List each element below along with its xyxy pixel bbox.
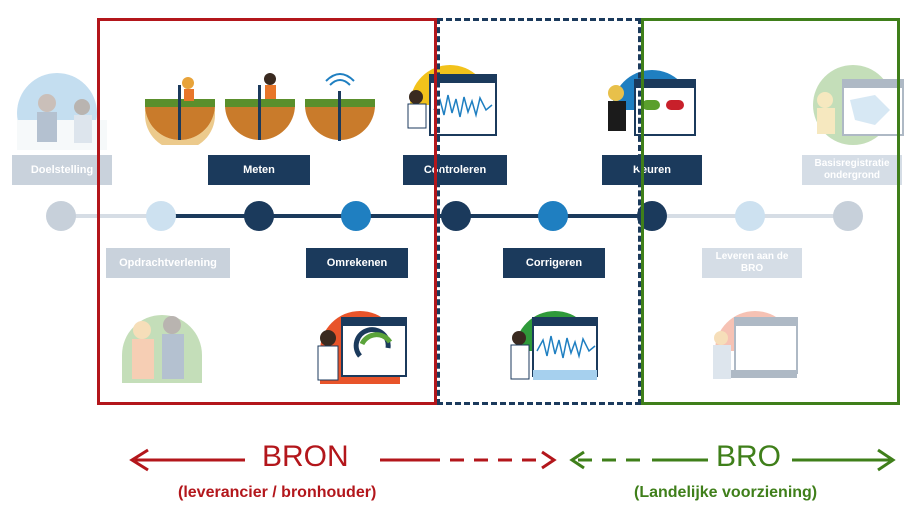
node-omrekenen[interactable]	[341, 201, 371, 231]
doelstelling-illustration	[17, 73, 107, 150]
label-doelstelling: Doelstelling	[12, 155, 112, 185]
node-controleren[interactable]	[441, 201, 471, 231]
node-opdrachtverlening[interactable]	[146, 201, 176, 231]
omrekenen-illustration	[317, 311, 407, 384]
label-keuren: Keuren	[602, 155, 702, 185]
bron-title: BRON	[262, 440, 349, 473]
label-controleren: Controleren	[403, 155, 507, 185]
opdrachtverlening-illustration	[122, 315, 202, 383]
arrow-left-head-green	[569, 450, 585, 470]
label-corrigeren: Corrigeren	[503, 248, 605, 278]
node-basisregistratie[interactable]	[833, 201, 863, 231]
legend-arrows	[129, 448, 896, 472]
timeline-active-segment	[160, 214, 650, 218]
arrow-left-head	[129, 448, 149, 472]
bro-region-box	[641, 18, 900, 405]
leveren-illustration	[713, 311, 798, 379]
label-meten: Meten	[208, 155, 310, 185]
meten-illustration-2	[225, 73, 295, 140]
controleren-illustration	[407, 65, 497, 136]
label-basisregistratie: Basisregistratie ondergrond	[802, 155, 902, 185]
node-leveren[interactable]	[735, 201, 765, 231]
arrow-right-head-green	[877, 448, 896, 472]
node-doelstelling[interactable]	[46, 201, 76, 231]
shared-region-box	[437, 18, 641, 405]
meten-illustration-1	[145, 77, 215, 145]
bron-region-box	[97, 18, 437, 405]
keuren-illustration	[608, 70, 696, 136]
node-meten[interactable]	[244, 201, 274, 231]
corrigeren-illustration	[510, 311, 598, 380]
basisregistratie-illustration	[813, 65, 904, 145]
label-opdrachtverlening: Opdrachtverlening	[106, 248, 230, 278]
bro-subtitle: (Landelijke voorziening)	[634, 484, 818, 501]
meten-illustration-3	[305, 73, 375, 141]
label-omrekenen: Omrekenen	[306, 248, 408, 278]
bron-subtitle: (leverancier / bronhouder)	[178, 484, 377, 501]
node-corrigeren[interactable]	[538, 201, 568, 231]
bro-title: BRO	[716, 440, 782, 473]
arrow-right-head-red	[541, 450, 557, 470]
label-leveren: Leveren aan de BRO	[702, 248, 802, 278]
